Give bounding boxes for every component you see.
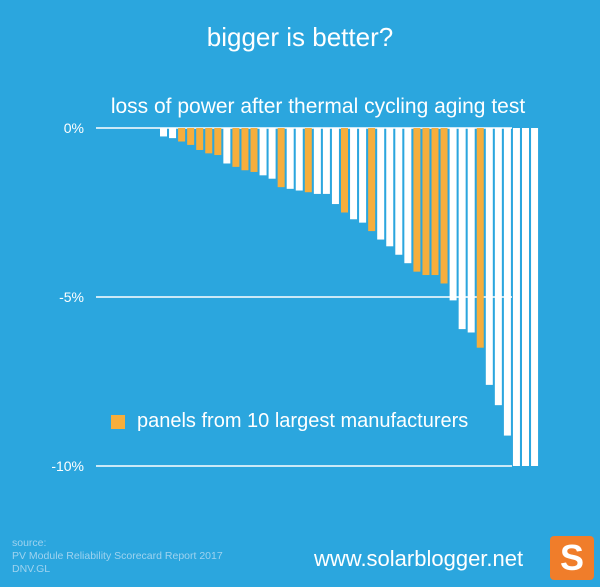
- y-tick-label: -5%: [59, 289, 84, 305]
- bar-top-manufacturer: [422, 128, 430, 276]
- source-line-1: PV Module Reliability Scorecard Report 2…: [12, 550, 223, 562]
- bar: [223, 128, 231, 164]
- source-label: source:: [12, 537, 47, 549]
- bar: [268, 128, 276, 179]
- bar: [322, 128, 330, 194]
- bar-top-manufacturer: [250, 128, 258, 172]
- bar: [350, 128, 358, 220]
- bar-top-manufacturer: [368, 128, 376, 232]
- bar: [286, 128, 294, 189]
- bar-top-manufacturer: [196, 128, 204, 150]
- bar: [359, 128, 367, 223]
- bar: [395, 128, 403, 255]
- bar-top-manufacturer: [232, 128, 240, 167]
- bar-top-manufacturer: [277, 128, 285, 188]
- bar-top-manufacturer: [431, 128, 439, 276]
- bar-top-manufacturer: [214, 128, 222, 156]
- bar-top-manufacturer: [476, 128, 484, 348]
- bar: [494, 128, 502, 406]
- bar: [503, 128, 511, 436]
- bar-top-manufacturer: [341, 128, 348, 213]
- bar: [160, 128, 167, 137]
- bar: [531, 128, 539, 466]
- chart-subtitle: loss of power after thermal cycling agin…: [110, 95, 526, 118]
- bar: [485, 128, 493, 385]
- y-tick-label: -10%: [51, 458, 84, 474]
- bar: [449, 128, 457, 301]
- legend-swatch: [111, 414, 125, 429]
- website-link[interactable]: www.solarblogger.net: [314, 546, 524, 571]
- bar-top-manufacturer: [440, 128, 448, 284]
- bar: [458, 128, 466, 330]
- bar: [404, 128, 412, 264]
- bar: [377, 128, 385, 240]
- source-line-2: DNV.GL: [12, 563, 51, 575]
- bar: [295, 128, 303, 191]
- bar: [331, 128, 339, 205]
- legend-label: panels from 10 largest manufacturers: [137, 410, 469, 432]
- bar-top-manufacturer: [187, 128, 195, 145]
- solarblogger-logo: S: [550, 536, 594, 580]
- bar: [259, 128, 267, 176]
- bar: [512, 128, 520, 466]
- bar: [522, 128, 529, 466]
- y-tick-label: 0%: [64, 120, 84, 136]
- bar-top-manufacturer: [413, 128, 421, 272]
- source-note: source: PV Module Reliability Scorecard …: [12, 537, 223, 576]
- bar: [169, 128, 177, 139]
- bar-top-manufacturer: [304, 128, 312, 193]
- bar: [313, 128, 321, 194]
- bar: [467, 128, 475, 333]
- bar-top-manufacturer: [205, 128, 213, 154]
- legend: panels from 10 largest manufacturers: [111, 410, 468, 433]
- bar: [386, 128, 394, 247]
- chart-title: bigger is better?: [206, 22, 394, 52]
- bar-top-manufacturer: [241, 128, 249, 171]
- bar-top-manufacturer: [178, 128, 186, 142]
